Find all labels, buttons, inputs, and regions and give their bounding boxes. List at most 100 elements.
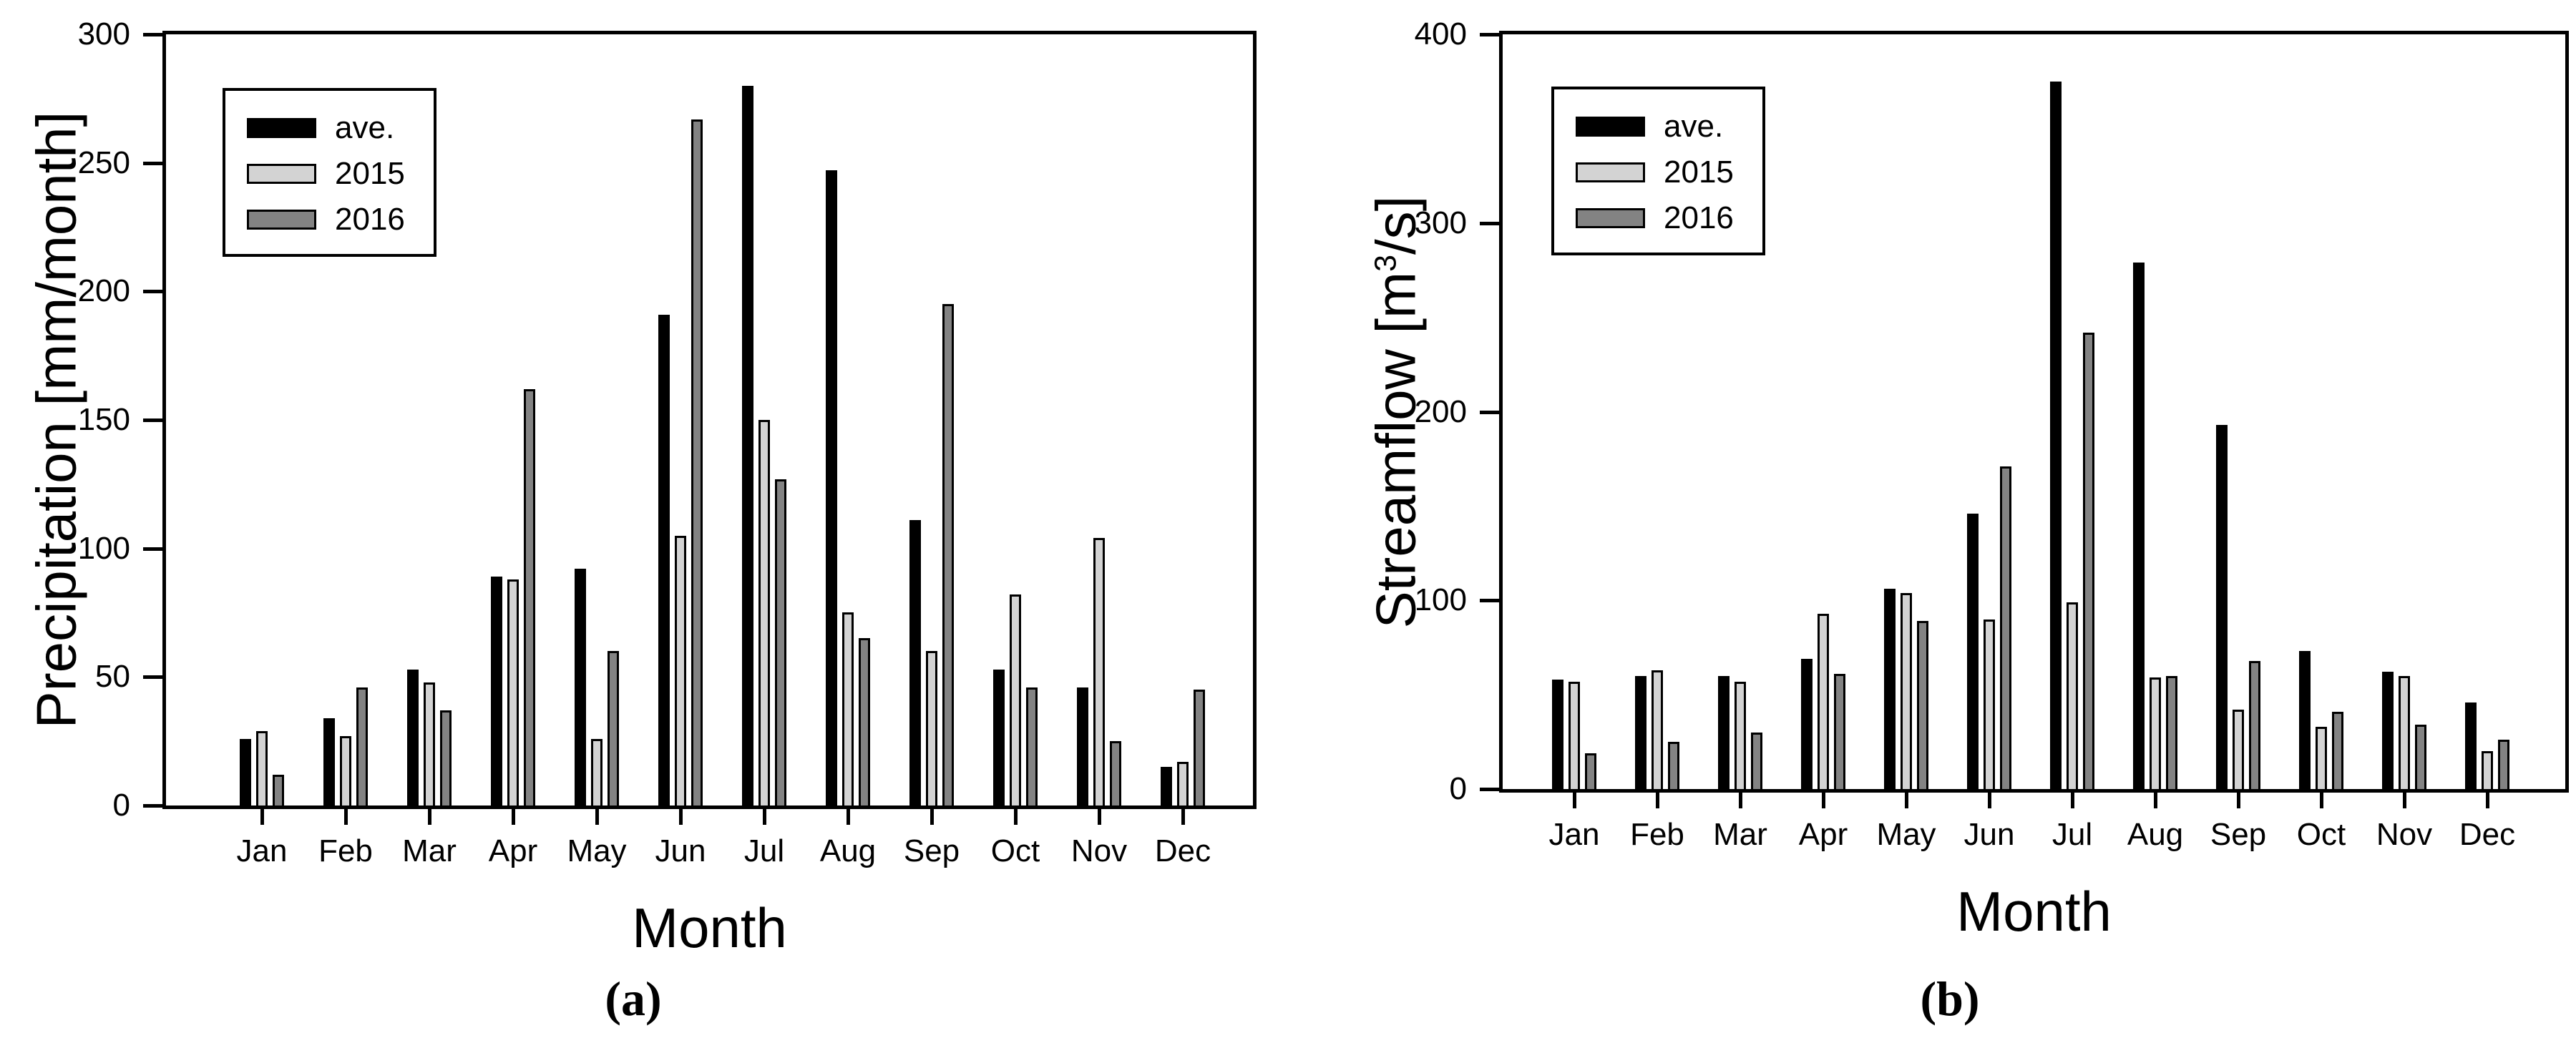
x-axis-tick <box>679 805 683 825</box>
legend-swatch-2016 <box>1576 208 1645 228</box>
x-axis-tick <box>1573 789 1576 808</box>
bar-may-ave <box>1884 589 1896 789</box>
caption-b: (b) <box>1920 971 1980 1026</box>
y-axis-tick <box>143 547 162 551</box>
bar-feb-2016 <box>356 687 368 805</box>
bar-jul-2015 <box>758 420 770 805</box>
bar-mar-ave <box>407 670 419 805</box>
bar-jul-2016 <box>2083 333 2094 789</box>
bar-sep-2016 <box>942 304 954 805</box>
x-axis-tick <box>344 805 348 825</box>
panel-b: Streamflow [m3/s] 0 100 200 300 400 Jan Feb Mar… <box>1352 0 2576 1043</box>
bar-feb-2015 <box>340 736 351 805</box>
plot-area-b: 0 100 200 300 400 Jan Feb Mar Apr May Jun Jul Aug Sep… <box>1415 17 2569 852</box>
legend-label: 2015 <box>335 156 405 191</box>
x-axis-tick <box>2154 789 2157 808</box>
bar-jun-ave <box>658 315 670 805</box>
legend-label: 2016 <box>335 202 405 237</box>
bar-dec-ave <box>1161 767 1172 805</box>
x-axis-tick <box>1739 789 1742 808</box>
x-axis-tick <box>1988 789 1991 808</box>
bar-jan-ave <box>1552 680 1563 789</box>
bar-dec-2015 <box>2482 751 2493 789</box>
bar-apr-2015 <box>507 579 519 805</box>
bar-sep-2016 <box>2249 661 2260 789</box>
legend-label: ave. <box>1664 109 1724 144</box>
x-axis-tick <box>1098 805 1101 825</box>
x-axis-tick-label-jan: Jan <box>236 833 288 868</box>
bar-feb-ave <box>1635 676 1646 789</box>
bar-nov-2016 <box>1110 741 1121 805</box>
legend-swatch-2015 <box>247 164 316 184</box>
bar-nov-2015 <box>1093 538 1105 805</box>
bar-aug-2015 <box>2150 677 2161 789</box>
bar-apr-2016 <box>1834 674 1845 789</box>
bar-sep-ave <box>2216 425 2228 789</box>
y-axis-tick <box>143 675 162 679</box>
x-axis-tick-label-aug: Aug <box>2127 817 2184 852</box>
legend-row: 2015 <box>1576 157 1734 188</box>
y-axis-tick <box>143 804 162 808</box>
legend-row: ave. <box>247 112 405 144</box>
legend-row: ave. <box>1576 111 1734 142</box>
y-axis-tick-label: 400 <box>1414 16 1467 52</box>
x-axis-tick <box>2237 789 2240 808</box>
y-axis-tick-label: 150 <box>77 402 130 437</box>
bar-jun-2016 <box>2000 466 2011 789</box>
y-axis-tick <box>1480 788 1499 791</box>
bar-aug-2015 <box>842 612 854 805</box>
x-axis-tick-label-oct: Oct <box>990 833 1040 868</box>
legend-swatch-ave <box>1576 117 1645 137</box>
x-axis-title-b: Month <box>1956 880 2112 943</box>
x-axis-tick-label-mar: Mar <box>402 833 457 868</box>
x-axis-tick <box>2403 789 2406 808</box>
legend-label: 2016 <box>1664 200 1734 235</box>
x-axis-tick-label-jul: Jul <box>2051 817 2093 852</box>
bar-jun-2015 <box>1984 620 1995 789</box>
bar-jul-ave <box>742 86 753 805</box>
y-axis-tick <box>1480 411 1499 414</box>
x-axis-tick <box>1905 789 1908 808</box>
bar-may-2015 <box>1901 593 1912 789</box>
bar-jan-2015 <box>256 731 268 805</box>
y-axis-tick-label: 200 <box>1414 394 1467 429</box>
y-axis-tick <box>1480 222 1499 225</box>
bar-jul-2015 <box>2067 602 2078 789</box>
bar-mar-2016 <box>1751 733 1762 789</box>
x-axis-tick-label-jan: Jan <box>1548 817 1600 852</box>
y-axis-tick <box>143 290 162 293</box>
y-axis-tick-label: 300 <box>77 16 130 52</box>
x-axis-tick-label-apr: Apr <box>1798 817 1848 852</box>
x-axis-tick-label-dec: Dec <box>1154 833 1211 868</box>
bar-jul-2016 <box>775 479 786 805</box>
y-axis-tick-label: 300 <box>1414 205 1467 240</box>
bar-apr-2016 <box>524 389 535 805</box>
caption-a: (a) <box>605 971 662 1026</box>
bar-aug-ave <box>2133 263 2145 789</box>
bar-dec-2015 <box>1177 762 1189 805</box>
x-axis-tick <box>1656 789 1659 808</box>
x-axis-tick <box>1014 805 1018 825</box>
legend-row: 2016 <box>1576 202 1734 234</box>
bar-oct-2016 <box>2332 712 2343 789</box>
y-axis-tick-label: 100 <box>1414 582 1467 617</box>
bar-apr-ave <box>491 577 502 805</box>
bar-oct-2015 <box>2316 727 2327 789</box>
bar-jan-2015 <box>1568 682 1580 789</box>
x-axis-tick-label-aug: Aug <box>819 833 877 868</box>
y-axis-tick-label: 0 <box>112 788 130 823</box>
bar-nov-2016 <box>2415 725 2426 789</box>
bar-jan-ave <box>240 739 251 805</box>
x-axis-tick <box>2486 789 2489 808</box>
bar-jan-2016 <box>1585 753 1596 789</box>
x-axis-tick-label-sep: Sep <box>903 833 960 868</box>
bar-jun-ave <box>1967 514 1979 789</box>
legend-row: 2016 <box>247 204 405 235</box>
legend: ave. 2015 2016 <box>1551 87 1765 255</box>
bar-oct-ave <box>2299 651 2311 789</box>
y-axis-tick-label: 0 <box>1449 771 1467 806</box>
x-axis-tick <box>2320 789 2323 808</box>
bar-jan-2016 <box>273 775 284 805</box>
bar-oct-ave <box>993 670 1005 805</box>
